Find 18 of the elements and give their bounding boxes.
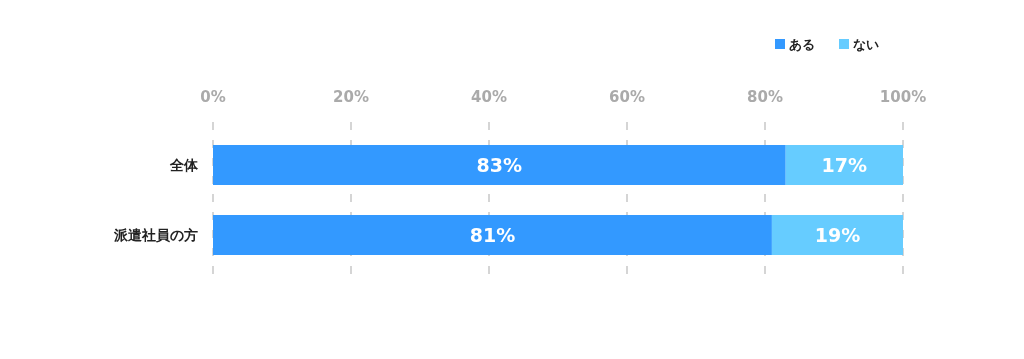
bar xyxy=(785,145,903,185)
legend-label: ある xyxy=(789,37,815,52)
x-tick-label: 40% xyxy=(471,88,507,106)
x-tick-label: 80% xyxy=(747,88,783,106)
x-tick-label: 100% xyxy=(879,88,927,106)
bar xyxy=(213,145,786,185)
data-label: 83% xyxy=(476,154,523,176)
x-tick-label: 0% xyxy=(200,88,226,106)
x-tick-label: 60% xyxy=(609,88,645,106)
bar xyxy=(213,215,772,255)
y-tick-label: 全体 xyxy=(169,157,199,173)
data-label: 81% xyxy=(469,224,516,246)
y-tick-label: 派遣社員の方 xyxy=(113,227,198,243)
data-label: 17% xyxy=(821,154,868,176)
bar xyxy=(771,215,903,255)
data-label: 19% xyxy=(814,224,861,246)
x-tick-label: 20% xyxy=(333,88,369,106)
legend-label: ない xyxy=(853,37,879,52)
